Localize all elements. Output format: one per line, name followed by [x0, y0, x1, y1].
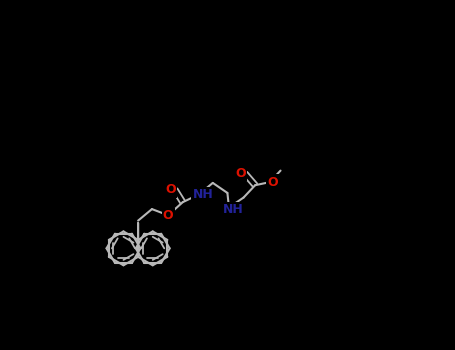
Text: NH: NH [192, 188, 213, 201]
Text: O: O [163, 209, 173, 222]
Text: O: O [235, 167, 246, 180]
Text: O: O [165, 183, 176, 196]
Text: O: O [268, 176, 278, 189]
Text: NH: NH [223, 203, 244, 216]
